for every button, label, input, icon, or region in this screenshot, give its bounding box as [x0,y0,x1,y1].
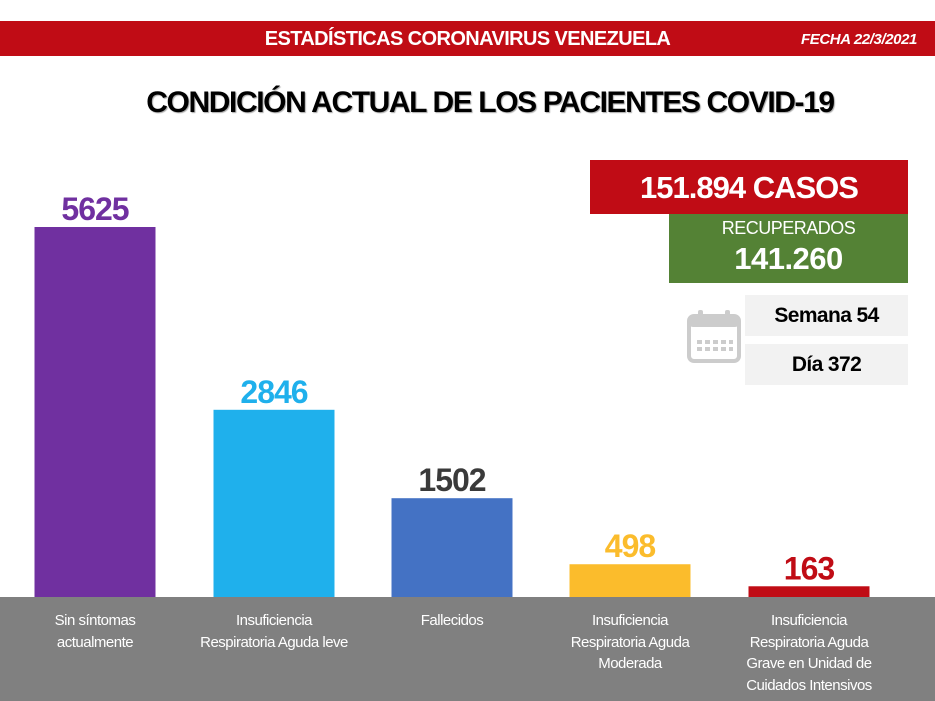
recovered-label: RECUPERADOS [721,218,856,238]
chart-title: CONDICIÓN ACTUAL DE LOS PACIENTES COVID-… [146,86,835,119]
category-label-line: Respiratoria Aguda [749,633,869,651]
day-counter: Día 372 [745,344,908,385]
bar-0 [34,227,156,597]
category-label-line: Respiratoria Aguda [570,633,690,651]
category-label-line: Insuficiencia [770,612,848,629]
bar-2 [391,498,513,597]
bar-3 [569,564,691,597]
category-label-line: Moderada [598,655,662,672]
category-label-line: Respiratoria Aguda leve [200,633,348,651]
category-label-line: Insuficiencia [235,612,313,629]
category-label-line: Insuficiencia [591,612,669,629]
bar-1 [213,409,335,597]
recovered-value: 141.260 [734,241,843,276]
data-label-0: 5625 [61,191,128,227]
data-label-4: 163 [784,550,835,586]
category-label-3: Insuficiencia Respiratoria Aguda Moderada [545,610,715,675]
category-label-line: Fallecidos [420,612,484,629]
week-counter: Semana 54 [745,295,908,336]
category-label-0: Sin síntomas actualmente [10,610,180,653]
category-label-line: Sin síntomas [54,612,136,629]
header-date: FECHA 22/3/2021 [800,31,917,48]
header-bar: ESTADÍSTICAS CORONAVIRUS VENEZUELA FECHA… [0,21,935,56]
category-label-4: Insuficiencia Respiratoria Aguda Grave en … [724,610,894,696]
bar-4 [748,586,870,597]
data-label-2: 1502 [418,462,485,498]
category-label-line: Grave en Unidad de [746,655,872,672]
total-cases-box: 151.894 CASOS [590,160,908,214]
category-label-line: Cuidados Intensivos [746,676,872,694]
category-label-band [0,597,935,701]
data-label-1: 2846 [240,374,307,410]
calendar-icon [687,310,741,363]
category-label-line: actualmente [56,633,134,651]
category-label-1: Insuficiencia Respiratoria Aguda leve [189,610,359,653]
data-label-3: 498 [605,528,656,564]
category-label-2: Fallecidos [367,610,537,632]
recovered-box: RECUPERADOS 141.260 [669,214,908,283]
header-title: ESTADÍSTICAS CORONAVIRUS VENEZUELA [264,28,671,50]
